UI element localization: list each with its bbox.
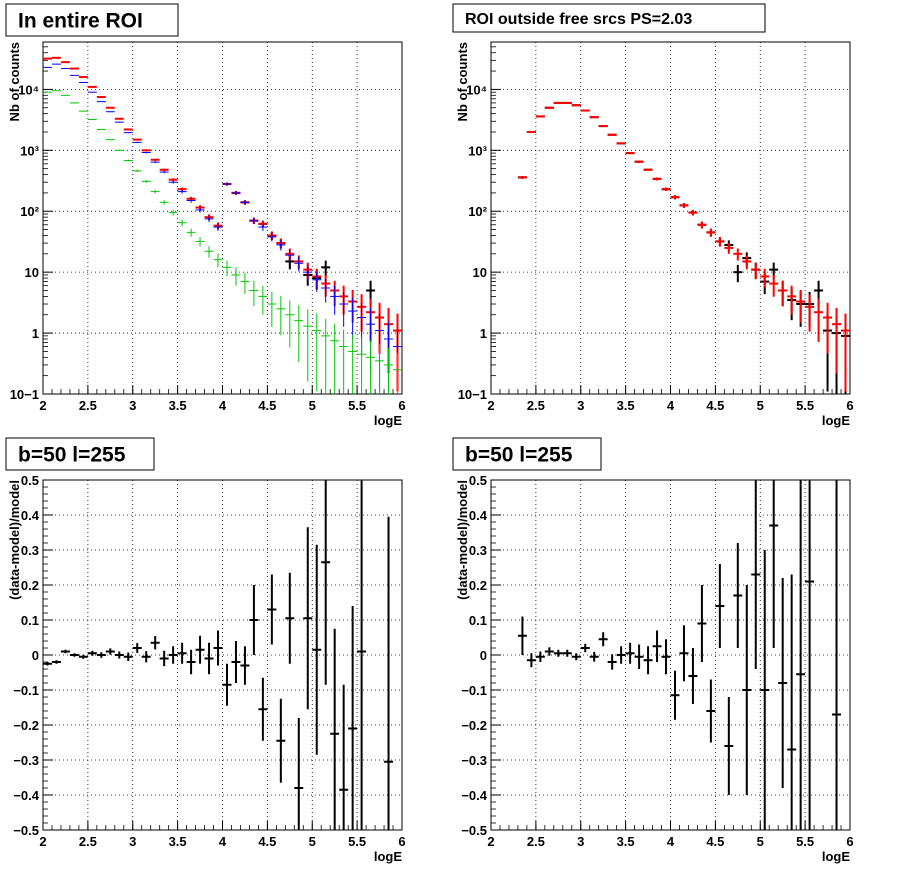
title-box (5, 437, 155, 471)
x-tick-label: 2.5 (79, 834, 97, 849)
x-tick-label: 3.5 (617, 398, 635, 413)
x-tick-label: 5 (309, 398, 316, 413)
x-tick-label: 3 (577, 834, 584, 849)
x-tick-label: 2.5 (527, 398, 545, 413)
x-axis-label: logE (822, 849, 850, 864)
y-axis-label: Nb of counts (455, 42, 470, 121)
x-tick-label: 5.5 (348, 834, 366, 849)
x-tick-label: 5 (309, 834, 316, 849)
y-tick-label: 10−1 (10, 387, 39, 402)
chart-panel-3: 2 2.5 3 3.5 4 4.5 5 5.5 6 −0.5 −0.4 −0.3 −0.2 −0.1 0 0.… (5, 437, 406, 864)
title-box (5, 3, 179, 37)
y-tick-label: 10² (468, 204, 487, 219)
x-axis-label: logE (374, 849, 402, 864)
chart-panel-2: 2 2.5 3 3.5 4 4.5 5 5.5 6 10−1 1 10 10² 10³ 10⁴ logE Nb … (452, 3, 854, 428)
x-tick-label: 5.5 (348, 398, 366, 413)
y-axis-label: (data-model)/model (7, 480, 22, 600)
x-tick-label: 5 (757, 834, 764, 849)
y-tick-label: 0.3 (469, 543, 487, 558)
x-tick-label: 3 (129, 834, 136, 849)
x-tick-label: 6 (398, 398, 405, 413)
y-tick-label: 10 (25, 265, 39, 280)
x-tick-label: 4.5 (706, 398, 724, 413)
y-tick-label: 0.5 (21, 473, 39, 488)
x-tick-label: 4.5 (258, 834, 276, 849)
chart-panel-1: 2 2.5 3 3.5 4 4.5 5 5.5 6 10−1 1 10 10² 10³ 10⁴ logE Nb … (5, 3, 406, 428)
data-series-1 (517, 480, 842, 830)
y-tick-label: 0.5 (469, 473, 487, 488)
x-tick-label: 3.5 (617, 834, 635, 849)
x-tick-label: 4.5 (706, 834, 724, 849)
x-tick-label: 3.5 (169, 834, 187, 849)
x-tick-label: 6 (846, 834, 853, 849)
x-tick-label: 3 (577, 398, 584, 413)
x-tick-label: 4 (219, 398, 227, 413)
data-series-1 (43, 480, 394, 830)
y-tick-label: 0.2 (469, 578, 487, 593)
x-tick-label: 4 (219, 834, 227, 849)
x-tick-label: 2.5 (79, 398, 97, 413)
y-axis-label: Nb of counts (7, 42, 22, 121)
y-tick-label: −0.2 (461, 718, 487, 733)
y-axis-label: (data-model)/model (455, 480, 470, 600)
y-tick-label: −0.4 (461, 788, 487, 803)
y-tick-label: −0.3 (13, 753, 39, 768)
y-tick-label: 0.1 (21, 613, 39, 628)
y-tick-label: 1 (480, 326, 487, 341)
x-tick-label: 5.5 (796, 834, 814, 849)
title-box (452, 3, 766, 33)
y-tick-label: 10³ (20, 143, 39, 158)
y-tick-label: 0.4 (469, 508, 488, 523)
x-tick-label: 2 (39, 834, 46, 849)
y-tick-label: −0.2 (13, 718, 39, 733)
y-tick-label: −0.3 (461, 753, 487, 768)
panel-title: b=50 l=255 (18, 444, 126, 467)
data-series-2 (517, 101, 850, 392)
x-tick-label: 4.5 (258, 398, 276, 413)
x-tick-label: 6 (846, 398, 853, 413)
x-tick-label: 6 (398, 834, 405, 849)
y-tick-label: 10⁴ (466, 82, 487, 97)
y-tick-label: −0.5 (461, 823, 487, 838)
y-tick-label: 0.1 (469, 613, 487, 628)
panel-title: b=50 l=255 (465, 444, 573, 467)
x-tick-label: 5.5 (796, 398, 814, 413)
x-tick-label: 4 (667, 398, 675, 413)
x-tick-label: 3 (129, 398, 136, 413)
panel-title: ROI outside free srcs PS=2.03 (465, 11, 692, 28)
y-tick-label: 10⁴ (18, 82, 39, 97)
x-tick-label: 2 (39, 398, 46, 413)
y-tick-label: 0.3 (21, 543, 39, 558)
x-tick-label: 5 (757, 398, 764, 413)
x-axis-label: logE (374, 413, 402, 428)
chart-panel-4: 2 2.5 3 3.5 4 4.5 5 5.5 6 −0.5 −0.4 −0.3 −0.2 −0.1 0 0.… (452, 437, 854, 864)
x-tick-label: 2 (487, 398, 494, 413)
y-tick-label: 0.4 (21, 508, 40, 523)
y-tick-label: −0.4 (13, 788, 39, 803)
data-series-4 (43, 90, 402, 394)
y-tick-label: 0.2 (21, 578, 39, 593)
plot-frame (490, 479, 851, 831)
y-tick-label: 1 (32, 326, 39, 341)
y-tick-label: 0 (480, 648, 487, 663)
panel-title: In entire ROI (18, 10, 143, 33)
y-tick-label: 10² (20, 204, 39, 219)
x-axis-label: logE (822, 413, 850, 428)
x-tick-label: 3.5 (169, 398, 187, 413)
y-tick-label: 10 (473, 265, 487, 280)
y-tick-label: 0 (32, 648, 39, 663)
title-box (452, 437, 602, 471)
y-tick-label: −0.5 (13, 823, 39, 838)
y-tick-label: −0.1 (13, 683, 39, 698)
x-tick-label: 2.5 (527, 834, 545, 849)
y-tick-label: −0.1 (461, 683, 487, 698)
y-tick-label: 10³ (468, 143, 487, 158)
x-tick-label: 4 (667, 834, 675, 849)
x-tick-label: 2 (487, 834, 494, 849)
y-tick-label: 10−1 (458, 387, 487, 402)
